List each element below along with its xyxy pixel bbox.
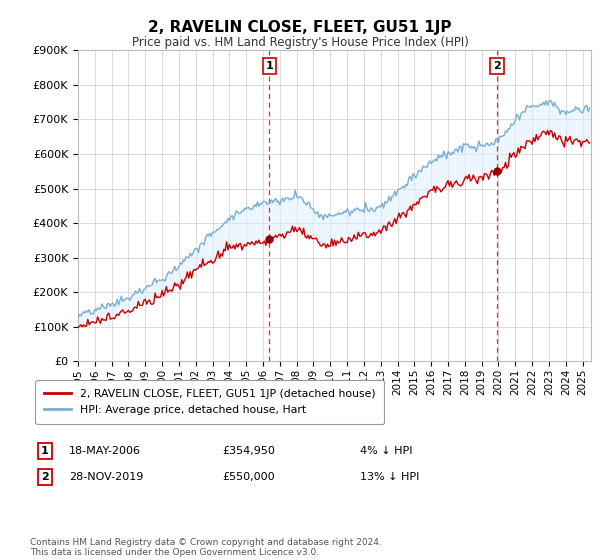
Text: £550,000: £550,000 (222, 472, 275, 482)
Text: Price paid vs. HM Land Registry's House Price Index (HPI): Price paid vs. HM Land Registry's House … (131, 36, 469, 49)
Legend: 2, RAVELIN CLOSE, FLEET, GU51 1JP (detached house), HPI: Average price, detached: 2, RAVELIN CLOSE, FLEET, GU51 1JP (detac… (35, 380, 384, 424)
Text: 1: 1 (265, 61, 273, 71)
Text: 1: 1 (41, 446, 49, 456)
Text: 2, RAVELIN CLOSE, FLEET, GU51 1JP: 2, RAVELIN CLOSE, FLEET, GU51 1JP (148, 20, 452, 35)
Text: 2: 2 (493, 61, 501, 71)
Text: £354,950: £354,950 (222, 446, 275, 456)
Text: 18-MAY-2006: 18-MAY-2006 (69, 446, 141, 456)
Text: 28-NOV-2019: 28-NOV-2019 (69, 472, 143, 482)
Text: 4% ↓ HPI: 4% ↓ HPI (360, 446, 413, 456)
Text: Contains HM Land Registry data © Crown copyright and database right 2024.
This d: Contains HM Land Registry data © Crown c… (30, 538, 382, 557)
Text: 2: 2 (41, 472, 49, 482)
Text: 13% ↓ HPI: 13% ↓ HPI (360, 472, 419, 482)
